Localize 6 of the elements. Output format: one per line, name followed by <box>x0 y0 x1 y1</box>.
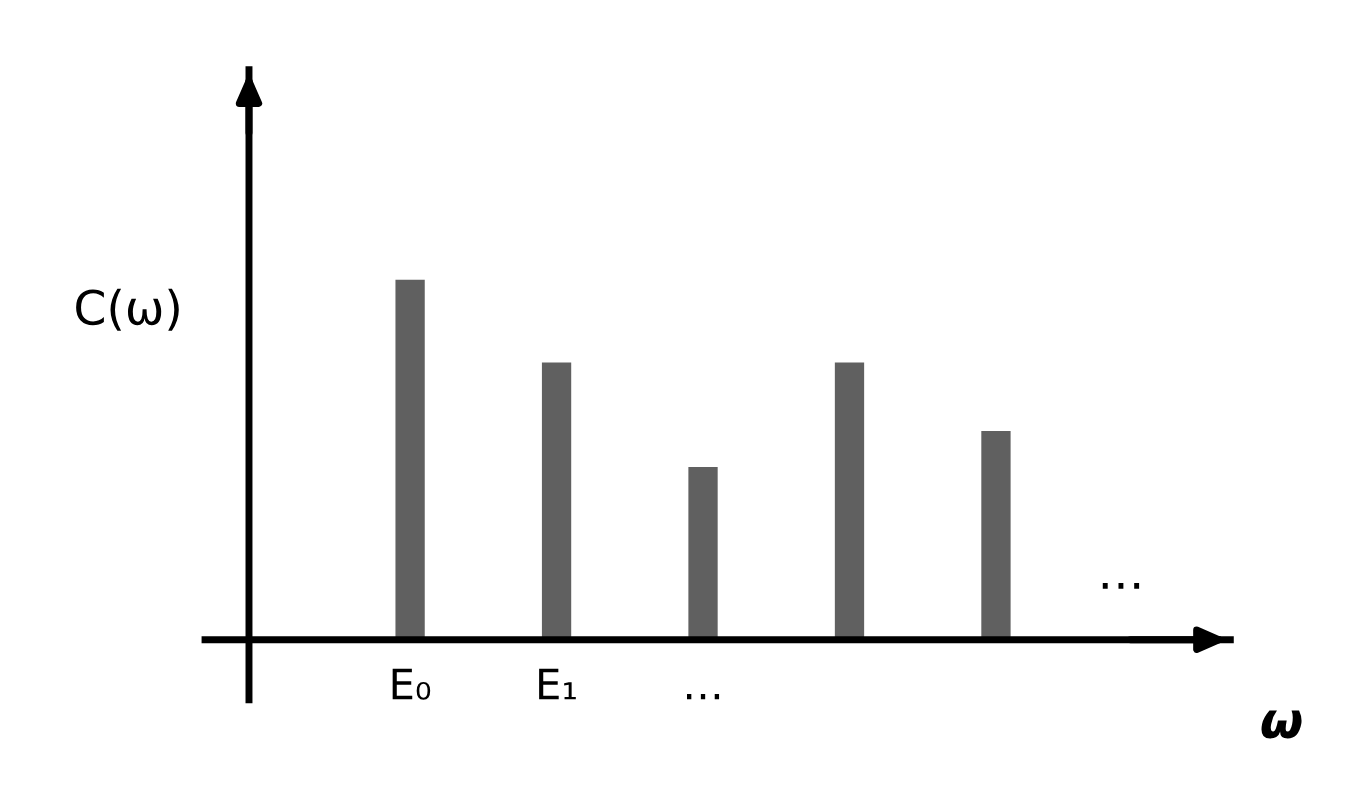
x-axis-title: ω <box>1261 710 1302 739</box>
x-tick-label: E₁ <box>539 668 576 700</box>
x-tick-label: E₀ <box>392 668 431 700</box>
x-tick-label: … <box>687 694 720 700</box>
y-axis-title: C(ω) <box>76 288 179 331</box>
text: … <box>1102 582 1140 589</box>
